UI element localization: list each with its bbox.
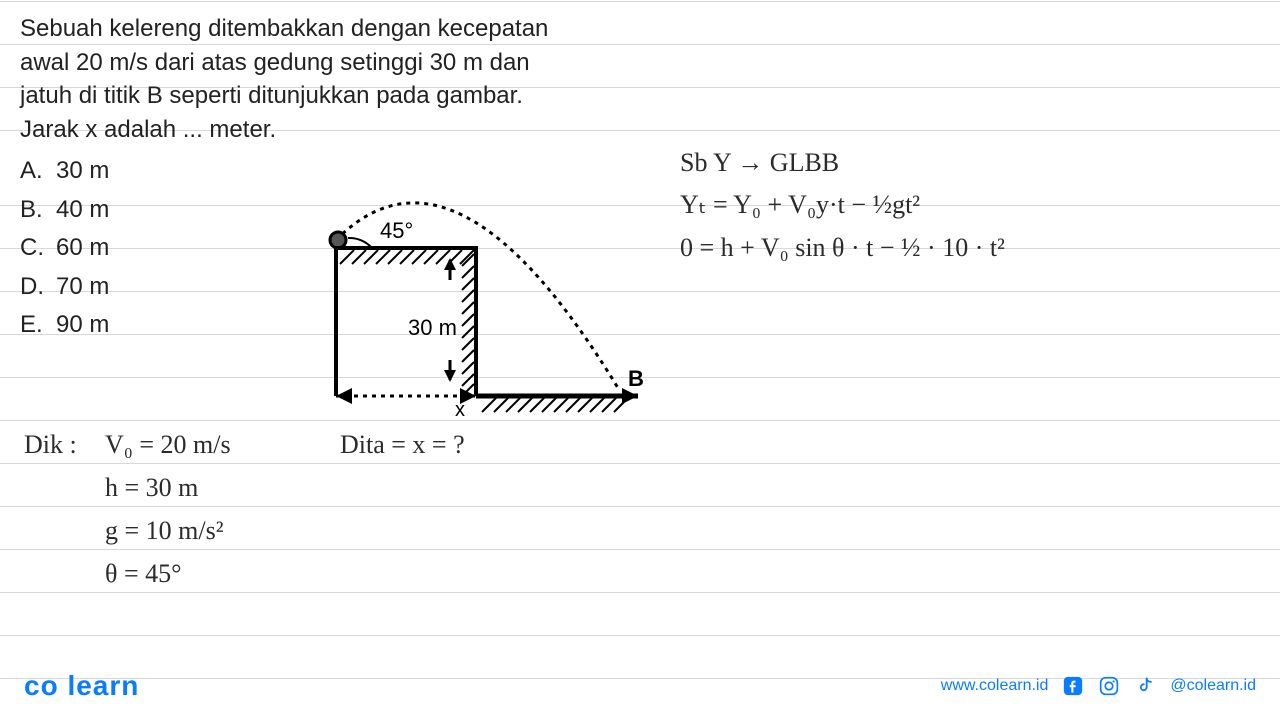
arrow-down-head [444,370,456,382]
point-b-label: B [628,366,644,391]
known-line-1: V₀ = 20 m/s [105,430,231,460]
question-line: jatuh di titik B seperti ditunjukkan pad… [20,79,1260,113]
option-b: B.40 m [20,191,1260,229]
instagram-icon [1098,675,1120,697]
footer-url: www.colearn.id [941,677,1049,695]
facebook-icon [1062,675,1084,697]
footer-handle: @colearn.id [1170,677,1256,695]
known-header: Dik : [24,430,77,460]
footer: co learn www.colearn.id @colearn.id [0,670,1280,702]
asked-line: Dita = x = ? [340,430,465,460]
tiktok-icon [1134,675,1156,697]
question-line: Jarak x adalah ... meter. [20,113,1260,147]
question-line: awal 20 m/s dari atas gedung setinggi 30… [20,46,1260,80]
page-content: Sebuah kelereng ditembakkan dengan kecep… [0,0,1280,356]
x-arrow-left [336,388,352,404]
ground-hatching [482,398,628,412]
x-label: x [455,399,465,420]
footer-right: www.colearn.id @colearn.id [941,675,1256,697]
options-list: A.30 m B.40 m C.60 m D.70 m E.90 m [20,152,1260,344]
option-d: D.70 m [20,268,1260,306]
brand-logo: co learn [24,670,139,702]
option-a: A.30 m [20,152,1260,190]
known-line-3: g = 10 m/s² [105,516,224,546]
known-line-4: θ = 45° [105,559,182,589]
question-text: Sebuah kelereng ditembakkan dengan kecep… [20,12,1260,146]
option-c: C.60 m [20,229,1260,267]
known-line-2: h = 30 m [105,473,198,503]
question-line: Sebuah kelereng ditembakkan dengan kecep… [20,12,1260,46]
option-e: E.90 m [20,306,1260,344]
